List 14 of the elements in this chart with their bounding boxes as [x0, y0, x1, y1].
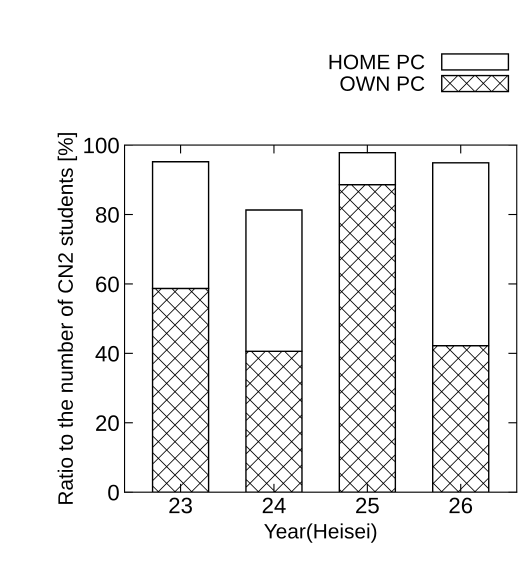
x-tick-label: 23 — [169, 498, 192, 514]
y-tick-label: 0 — [108, 484, 119, 500]
y-tick-label: 20 — [96, 415, 119, 432]
y-axis-title: Ratio to the number of CN2 students [%] — [58, 133, 78, 504]
y-tick-label: 60 — [96, 276, 119, 292]
x-tick-label: 24 — [262, 498, 286, 514]
y-tick-label: 80 — [96, 207, 119, 223]
legend-label: HOME PC — [330, 54, 424, 70]
y-tick-label: 100 — [84, 138, 119, 154]
x-axis-title: Year(Heisei) — [264, 523, 376, 543]
x-tick-label: 26 — [449, 498, 472, 514]
x-tick-label: 25 — [356, 498, 379, 514]
y-tick-label: 40 — [95, 346, 119, 362]
legend-label: OWN PC — [340, 76, 424, 91]
